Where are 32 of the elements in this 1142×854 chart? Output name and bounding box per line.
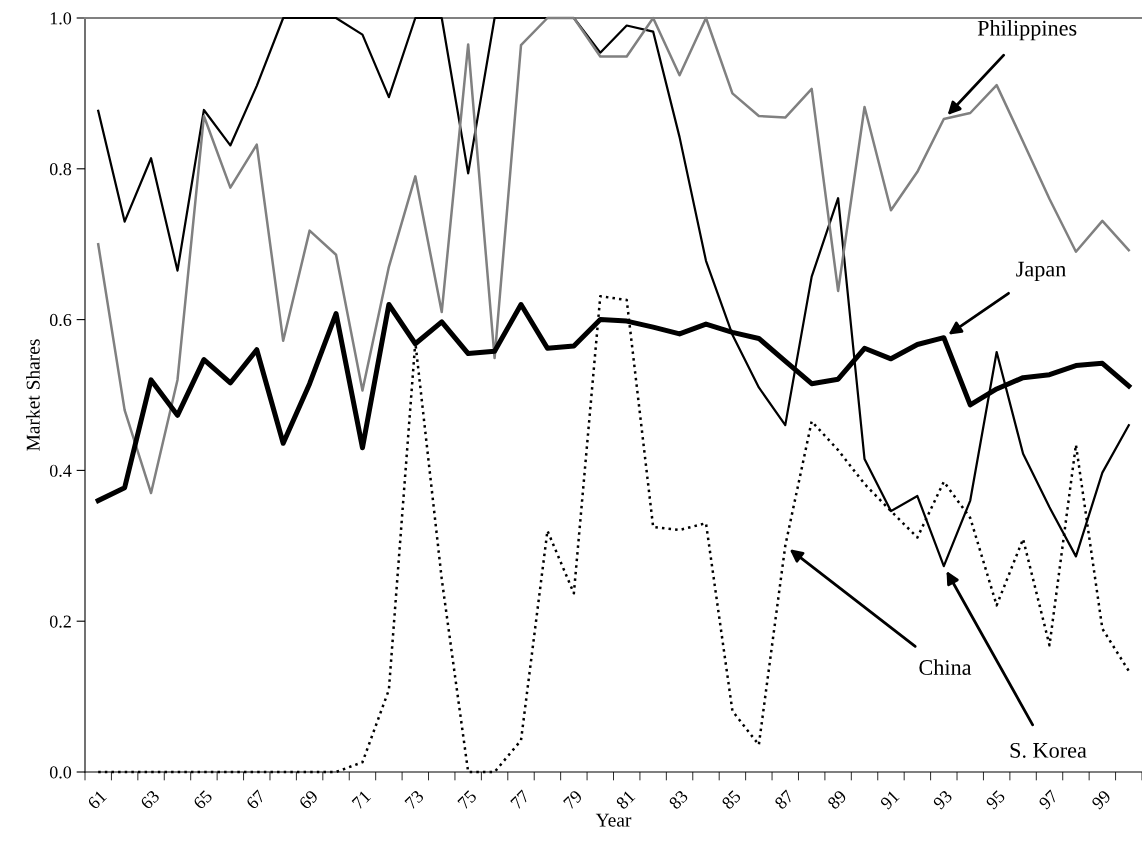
x-tick-label: 97 bbox=[1038, 789, 1059, 811]
x-tick-label: 81 bbox=[615, 789, 636, 810]
x-tick-label: 91 bbox=[879, 789, 900, 811]
y-tick-label: 0.2 bbox=[49, 615, 71, 628]
x-tick-label: 85 bbox=[721, 789, 742, 810]
annotation: China bbox=[919, 659, 972, 675]
x-tick-label: 67 bbox=[245, 789, 266, 810]
x-tick-label: 93 bbox=[932, 789, 953, 811]
y-axis-title: Market Shares bbox=[26, 339, 40, 451]
y-tick-label: 0.8 bbox=[49, 163, 72, 176]
x-tick-label: 95 bbox=[985, 789, 1006, 811]
x-tick-label: 71 bbox=[351, 789, 372, 810]
x-tick-label: 65 bbox=[192, 789, 213, 810]
x-tick-label: 75 bbox=[457, 789, 478, 810]
x-tick-label: 99 bbox=[1091, 789, 1112, 811]
x-tick-label: 89 bbox=[826, 789, 848, 810]
y-tick-label: 0.4 bbox=[49, 464, 72, 477]
x-tick-label: 79 bbox=[562, 789, 583, 810]
annotation: Philippines bbox=[977, 20, 1077, 41]
y-tick-label: 1.0 bbox=[50, 12, 72, 25]
y-tick-label: 0.0 bbox=[49, 766, 72, 779]
x-tick-label: 83 bbox=[668, 789, 689, 810]
x-tick-label: 73 bbox=[404, 789, 425, 810]
x-tick-label: 77 bbox=[510, 789, 531, 810]
x-tick-label: 87 bbox=[773, 789, 795, 810]
x-tick-label: 61 bbox=[86, 789, 108, 810]
y-tick-label: 0.6 bbox=[49, 313, 72, 327]
x-tick-label: 63 bbox=[139, 789, 161, 810]
annotation: Japan bbox=[1016, 261, 1066, 282]
annotation: S. Korea bbox=[1010, 742, 1087, 758]
x-tick-label: 69 bbox=[298, 789, 319, 810]
x-axis-title: Year bbox=[595, 813, 632, 827]
